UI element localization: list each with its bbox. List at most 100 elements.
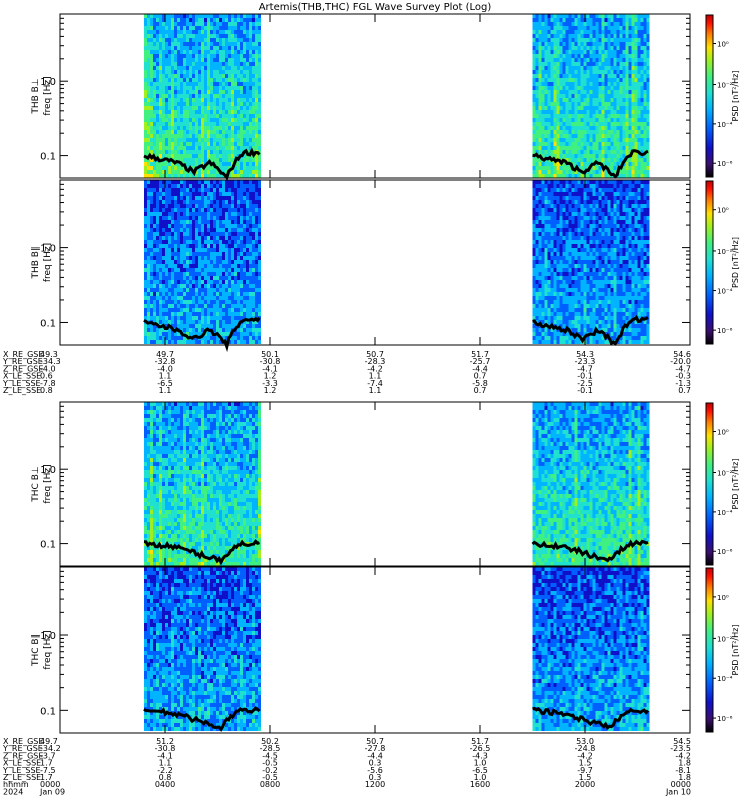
colorbar-label: PSD [nT²/Hz] (731, 625, 740, 676)
ephem-value: -4.5 (262, 751, 278, 760)
ephem-value: 1.0 (474, 759, 487, 768)
ephem-value: 51.7 (471, 350, 489, 359)
ephem-value: 0.8 (159, 773, 172, 782)
ephem-value: 49.7 (40, 737, 58, 746)
cutoff-frequency-line (532, 706, 650, 730)
ephem-value: -7.8 (40, 379, 56, 388)
ephem-value: 50.7 (366, 737, 384, 746)
ephem-value: -30.8 (155, 744, 176, 753)
ephem-value: 1.1 (369, 386, 382, 395)
ephem-value: -6.5 (472, 766, 488, 775)
ephem-value: 0.7 (678, 386, 691, 395)
ephem-row-label: Z_RE_GSE (3, 751, 43, 760)
ephem-value: -1.3 (675, 379, 691, 388)
ephem-value: -34.2 (40, 744, 61, 753)
ephem-value: 1.2 (264, 372, 277, 381)
cutoff-frequency-line (143, 147, 261, 181)
ephem-row-label: Y_LE_SSE (2, 379, 41, 388)
colorbar-tick-label: 10⁻⁶ (717, 327, 733, 335)
ephem-value: 0.3 (369, 759, 382, 768)
ephem-value: -26.5 (470, 744, 491, 753)
ephem-value: -4.0 (40, 364, 56, 373)
ephem-value: -2.5 (577, 379, 593, 388)
ephem-value: -23.3 (575, 357, 596, 366)
ephem-row-label: 2024 (3, 787, 23, 796)
spectrogram-panel: 1.0 0.1 THC B∥ freq [Hz] 10⁰ 10⁻² 10⁻⁴ 10⁻⁶ PSD … (31, 566, 740, 734)
ephem-value: 1.8 (678, 759, 691, 768)
ephem-value: -4.7 (577, 364, 593, 373)
ephem-value: 0.7 (474, 372, 487, 381)
colorbar-tick-label: 10⁰ (717, 207, 729, 215)
cutoff-frequency-line (143, 538, 260, 566)
ephem-value: Jan 10 (665, 787, 691, 796)
cutoff-frequency-line (143, 316, 261, 353)
ephem-value: -6.5 (157, 379, 173, 388)
ephem-value: 1.2 (264, 386, 277, 395)
ephem-value: -28.5 (260, 744, 281, 753)
colorbar: 10⁰ 10⁻² 10⁻⁴ 10⁻⁶ PSD [nT²/Hz] (705, 567, 740, 733)
ephem-value: -3.3 (262, 379, 278, 388)
ephem-value: 50.7 (366, 350, 384, 359)
ephem-value: -9.7 (577, 766, 593, 775)
ephem-value: -7.4 (367, 379, 383, 388)
spectrogram-data-block (144, 180, 261, 344)
ephem-value: -32.8 (155, 357, 176, 366)
ephem-row-label: X_LE_SSE (3, 372, 41, 381)
colorbar-tick-label: 10⁻² (717, 470, 733, 478)
ephem-value: 0.3 (369, 773, 382, 782)
ephem-value: 1.5 (579, 773, 592, 782)
colorbar-tick-label: 10⁻⁴ (717, 509, 733, 517)
colorbar-tick-label: 10⁻⁶ (717, 548, 733, 556)
ephem-row-label: Z_LE_SSE (3, 386, 41, 395)
colorbar-tick-label: 10⁻² (717, 248, 733, 256)
ephem-value: 2000 (575, 780, 595, 789)
ephem-value: 0800 (260, 780, 280, 789)
ephem-value: -0.1 (577, 386, 593, 395)
ephem-value: -3.7 (40, 751, 56, 760)
ephem-value: -7.5 (40, 766, 56, 775)
ephem-value: 1.0 (474, 773, 487, 782)
spectrogram-data-block (532, 567, 650, 731)
ephem-value: -0.3 (675, 372, 691, 381)
ephem-value: -4.2 (577, 751, 593, 760)
ephem-value: -0.5 (262, 759, 278, 768)
colorbar-tick-label: 10⁻⁶ (717, 715, 733, 723)
colorbar: 10⁰ 10⁻² 10⁻⁴ 10⁻⁶ PSD [nT²/Hz] (705, 402, 740, 566)
ephem-value: 53.0 (576, 737, 594, 746)
ephem-value: -0.2 (262, 766, 278, 775)
cutoff-frequency-line (143, 706, 261, 732)
ephem-value: 1600 (470, 780, 490, 789)
ephem-value: -4.0 (157, 364, 173, 373)
ephem-value: -23.5 (670, 744, 691, 753)
ephem-value: -4.2 (675, 751, 691, 760)
colorbar-tick-label: 10⁻⁴ (717, 121, 733, 129)
ephem-value: -4.1 (262, 364, 278, 373)
cutoff-frequency-line (532, 315, 649, 346)
cutoff-frequency-line (532, 149, 649, 179)
ephem-value: 51.7 (471, 737, 489, 746)
ephem-row-label: X_RE_GSE (3, 350, 43, 359)
ephem-value: -2.2 (157, 766, 173, 775)
ephem-value: 1.1 (159, 386, 172, 395)
ephem-value: -8.1 (675, 766, 691, 775)
panel-ylabel-name: THC B⊥ (31, 466, 41, 503)
colorbar-tick-label: 10⁻² (717, 635, 733, 643)
y-tick-label: 0.1 (40, 152, 56, 163)
colorbar-tick-label: 10⁰ (717, 594, 729, 602)
ephem-value: 0.7 (474, 386, 487, 395)
cutoff-frequency-line (531, 539, 649, 563)
panel-ylabel-unit: freq [Hz] (43, 464, 53, 503)
ephem-value: 1.1 (159, 372, 172, 381)
figure-title: Artemis(THB,THC) FGL Wave Survey Plot (L… (259, 2, 492, 13)
ephem-value: 50.2 (261, 737, 279, 746)
ephem-value: -24.8 (575, 744, 596, 753)
ephem-value: 54.6 (673, 350, 691, 359)
panel-ylabel-unit: freq [Hz] (43, 76, 53, 115)
colorbar-label: PSD [nT²/Hz] (731, 237, 740, 288)
panel-ylabel-name: THC B∥ (31, 634, 41, 667)
ephem-value: 1200 (365, 780, 385, 789)
colorbar-label: PSD [nT²/Hz] (731, 71, 740, 122)
panel-ylabel-unit: freq [Hz] (43, 243, 53, 282)
